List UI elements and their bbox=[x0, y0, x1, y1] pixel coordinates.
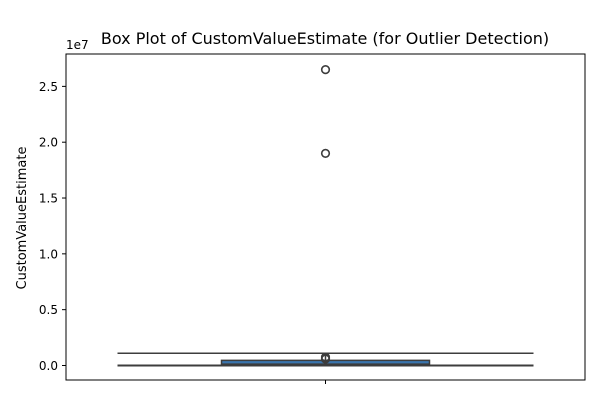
plot-frame bbox=[65, 53, 586, 381]
y-axis-label: CustomValueEstimate bbox=[15, 147, 30, 290]
y-scale-label: 1e7 bbox=[66, 38, 89, 52]
outlier-point bbox=[320, 148, 331, 158]
y-tick-label: 0.0 bbox=[39, 359, 58, 373]
y-tick-label: 1.5 bbox=[39, 192, 58, 206]
outlier-point bbox=[320, 354, 331, 364]
y-tick-label: 1.0 bbox=[39, 247, 58, 261]
plot-area: 0.0 0.5 1.0 1.5 2.0 2.5 bbox=[39, 53, 586, 384]
y-tick-label: 2.5 bbox=[39, 80, 58, 94]
y-tick-label: 0.5 bbox=[39, 303, 58, 317]
chart-title: Box Plot of CustomValueEstimate (for Out… bbox=[101, 29, 549, 48]
y-tick-label: 2.0 bbox=[39, 136, 58, 150]
outlier-point bbox=[320, 65, 331, 75]
